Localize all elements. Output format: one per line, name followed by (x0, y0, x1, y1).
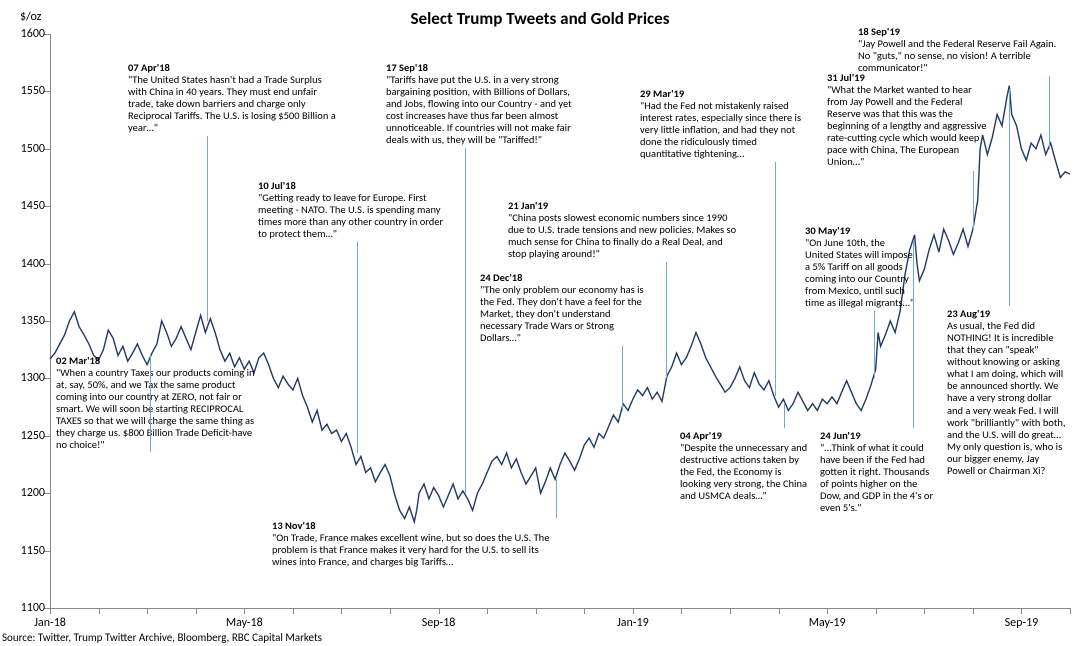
annotation-text: "When a country Taxes our products comin… (56, 366, 255, 451)
x-tick-mark (633, 608, 634, 614)
y-tick-label: 1550 (21, 84, 45, 98)
x-tick-mark (341, 608, 342, 614)
x-tick-label: Jan-18 (34, 616, 66, 630)
x-tick-mark (1070, 608, 1071, 614)
x-tick-mark (1021, 608, 1022, 614)
source-text: Source: Twitter, Trump Twitter Archive, … (2, 631, 322, 644)
annotation-text: As usual, the Fed did NOTHING! It is inc… (947, 319, 1066, 477)
callout-line (775, 162, 776, 395)
annotation-text: "China posts slowest economic numbers si… (508, 211, 736, 260)
callout-line (973, 171, 974, 230)
annotation: 24 Dec'18"The only problem our economy h… (480, 272, 655, 344)
annotation: 29 Mar'19"Had the Fed not mistakenly rai… (640, 88, 810, 160)
callout-line (207, 136, 208, 321)
y-tick-label: 1500 (21, 142, 45, 156)
y-tick-label: 1450 (21, 199, 45, 213)
annotation: 23 Aug'19As usual, the Fed did NOTHING! … (947, 308, 1067, 477)
annotation: 24 Jun'19"…Think of what it could have b… (820, 430, 938, 514)
y-tick-label: 1100 (21, 601, 45, 615)
y-tick-label: 1400 (21, 257, 45, 271)
callout-line (874, 311, 875, 378)
annotation-text: "Had the Fed not mistakenly raised inter… (640, 99, 801, 160)
annotation: 31 Jul'19"What the Market wanted to hear… (827, 72, 987, 169)
annotation: 17 Sep'18"Tariffs have put the U.S. in a… (386, 62, 574, 146)
callout-line (666, 262, 667, 378)
annotation-text: "…Think of what it could have been if th… (820, 441, 933, 514)
x-tick-mark (99, 608, 100, 614)
x-tick-label: Sep-19 (1005, 616, 1039, 630)
annotation-text: "Despite the unnecessary and destructive… (680, 441, 807, 502)
y-tick-label: 1150 (21, 544, 45, 558)
annotation-text: "Jay Powell and the Federal Reserve Fail… (858, 37, 1056, 74)
annotation: 10 Jul'18"Getting ready to leave for Eur… (258, 180, 448, 240)
annotation: 02 Mar'18"When a country Taxes our produ… (56, 355, 256, 452)
callout-line (150, 355, 151, 452)
x-tick-mark (730, 608, 731, 614)
x-tick-mark (779, 608, 780, 614)
callout-line (622, 346, 623, 410)
x-tick-mark (390, 608, 391, 614)
y-tick-label: 1350 (21, 314, 45, 328)
annotation: 04 Apr'19"Despite the unnecessary and de… (680, 430, 810, 502)
annotation-text: "The United States hasn't had a Trade Su… (128, 73, 336, 134)
annotation: 13 Nov'18"On Trade, France makes excelle… (272, 520, 557, 568)
callout-line (784, 404, 785, 428)
callout-line (1049, 76, 1050, 149)
x-tick-mark (196, 608, 197, 614)
x-tick-label: Sep-18 (422, 616, 456, 630)
annotation-text: "On June 10th, the United States will im… (805, 236, 914, 309)
x-tick-mark (487, 608, 488, 614)
annotation: 18 Sep'19"Jay Powell and the Federal Res… (858, 26, 1068, 74)
callout-line (556, 479, 557, 518)
x-tick-label: May-19 (809, 616, 846, 630)
x-tick-mark (147, 608, 148, 614)
y-tick-label: 1250 (21, 429, 45, 443)
x-tick-mark (50, 608, 51, 614)
callout-line (913, 241, 914, 428)
x-tick-mark (244, 608, 245, 614)
callout-line (465, 148, 466, 493)
y-tick-label: 1600 (21, 27, 45, 41)
x-tick-mark (536, 608, 537, 614)
x-tick-label: Jan-19 (617, 616, 649, 630)
annotation-text: "The only problem our economy has is the… (480, 283, 644, 344)
annotation-text: "What the Market wanted to hear from Jay… (827, 83, 986, 168)
annotation-text: "Getting ready to leave for Europe. Firs… (258, 191, 443, 240)
chart-container: Select Trump Tweets and Gold Prices $/oz… (0, 0, 1080, 646)
callout-line (357, 242, 358, 453)
x-tick-label: May-18 (226, 616, 263, 630)
x-tick-mark (584, 608, 585, 614)
annotation: 30 May'19"On June 10th, the United State… (805, 225, 915, 309)
annotation: 07 Apr'18"The United States hasn't had a… (128, 62, 336, 134)
annotation-text: "Tariffs have put the U.S. in a very str… (386, 73, 572, 146)
x-tick-mark (876, 608, 877, 614)
y-tick-label: 1200 (21, 486, 45, 500)
y-tick-label: 1300 (21, 371, 45, 385)
callout-line (1009, 89, 1010, 306)
annotation: 21 Jan'19"China posts slowest economic n… (508, 200, 738, 260)
x-tick-mark (924, 608, 925, 614)
x-tick-mark (439, 608, 440, 614)
x-tick-mark (681, 608, 682, 614)
x-tick-mark (973, 608, 974, 614)
x-tick-mark (827, 608, 828, 614)
annotation-text: "On Trade, France makes excellent wine, … (272, 531, 549, 568)
x-tick-mark (293, 608, 294, 614)
